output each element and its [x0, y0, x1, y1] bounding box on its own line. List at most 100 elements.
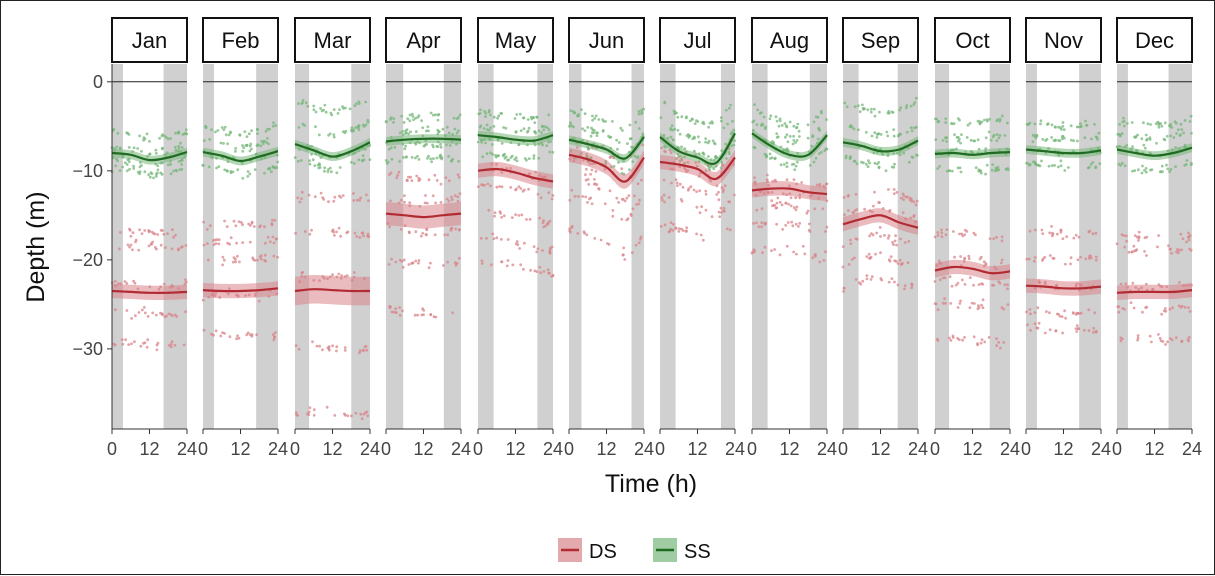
scatter-point: [1057, 165, 1060, 169]
scatter-point: [730, 144, 734, 148]
scatter-point: [818, 260, 822, 264]
scatter-point: [357, 102, 361, 105]
scatter-point: [300, 197, 303, 201]
scatter-point: [430, 160, 433, 164]
scatter-point: [389, 171, 393, 175]
scatter-point: [257, 299, 261, 303]
scatter-point: [477, 185, 480, 189]
scatter-point: [1175, 250, 1178, 254]
scatter-point: [133, 340, 136, 344]
scatter-point: [662, 178, 666, 182]
scatter-point: [704, 137, 708, 141]
scatter-point: [570, 225, 574, 228]
scatter-point: [177, 144, 181, 148]
scatter-point: [223, 168, 227, 172]
scatter-point: [1117, 162, 1121, 166]
scatter-point: [992, 237, 996, 241]
scatter-point: [167, 344, 171, 347]
scatter-point: [1079, 125, 1083, 129]
scatter-point: [760, 122, 764, 126]
ss-smooth-line: [568, 136, 645, 160]
scatter-point: [547, 113, 551, 117]
scatter-point: [660, 146, 664, 150]
scatter-point: [456, 199, 460, 203]
scatter-point: [1044, 139, 1047, 143]
scatter-point: [538, 265, 542, 269]
scatter-point: [509, 156, 513, 159]
scatter-point: [953, 133, 956, 137]
scatter-point: [1165, 163, 1168, 167]
scatter-point: [132, 164, 135, 168]
scatter-point: [407, 175, 410, 179]
scatter-point: [123, 161, 127, 165]
scatter-point: [236, 254, 239, 258]
scatter-point: [949, 302, 953, 305]
night-band: [478, 64, 494, 429]
scatter-point: [170, 340, 174, 343]
scatter-point: [957, 139, 960, 143]
scatter-point: [1001, 114, 1004, 118]
scatter-point: [414, 130, 418, 134]
scatter-point: [1058, 139, 1062, 143]
scatter-point: [500, 260, 503, 264]
scatter-point: [159, 311, 162, 315]
scatter-point: [312, 413, 316, 417]
scatter-point: [1180, 339, 1184, 343]
scatter-point: [1149, 168, 1152, 172]
scatter-point: [241, 223, 244, 227]
scatter-point: [764, 153, 768, 157]
scatter-point: [593, 117, 597, 120]
scatter-point: [402, 258, 406, 262]
scatter-point: [416, 116, 420, 119]
scatter-point: [437, 113, 441, 116]
scatter-point: [170, 247, 174, 251]
scatter-point: [812, 120, 816, 124]
scatter-point: [500, 215, 503, 219]
scatter-point: [202, 243, 206, 247]
scatter-point: [184, 310, 188, 314]
scatter-point: [406, 117, 410, 121]
scatter-point: [877, 166, 881, 170]
scatter-point: [1050, 225, 1053, 228]
scatter-point: [783, 122, 787, 125]
scatter-point: [317, 166, 321, 170]
scatter-point: [791, 142, 795, 146]
scatter-point: [270, 170, 273, 174]
scatter-point: [1180, 304, 1184, 308]
scatter-point: [1182, 131, 1185, 135]
scatter-point: [886, 236, 890, 240]
scatter-point: [408, 201, 412, 205]
scatter-point: [997, 341, 1001, 344]
scatter-point: [143, 341, 147, 345]
scatter-point: [637, 127, 641, 130]
scatter-point: [427, 178, 431, 182]
ss-smooth-ribbon: [935, 147, 1010, 160]
scatter-point: [950, 122, 953, 125]
scatter-point: [794, 141, 797, 144]
scatter-point: [695, 190, 698, 194]
scatter-point: [896, 283, 900, 287]
ss-smooth-ribbon: [660, 129, 735, 169]
scatter-point: [885, 130, 889, 134]
scatter-point: [513, 117, 517, 120]
scatter-point: [590, 202, 594, 206]
scatter-point: [865, 255, 869, 258]
scatter-point: [425, 201, 429, 205]
scatter-point: [392, 121, 395, 124]
scatter-point: [1064, 262, 1067, 266]
scatter-point: [156, 168, 160, 172]
scatter-point: [151, 311, 155, 315]
scatter-point: [1180, 248, 1183, 252]
scatter-point: [541, 249, 544, 252]
scatter-point: [408, 231, 411, 235]
scatter-point: [944, 136, 948, 140]
scatter-point: [1091, 232, 1095, 236]
scatter-point: [1006, 283, 1009, 287]
scatter-point: [1035, 133, 1038, 137]
scatter-point: [1090, 256, 1093, 260]
scatter-point: [713, 141, 716, 145]
scatter-point: [875, 162, 879, 166]
scatter-point: [318, 344, 321, 348]
night-band: [752, 64, 768, 429]
scatter-point: [1090, 137, 1093, 141]
